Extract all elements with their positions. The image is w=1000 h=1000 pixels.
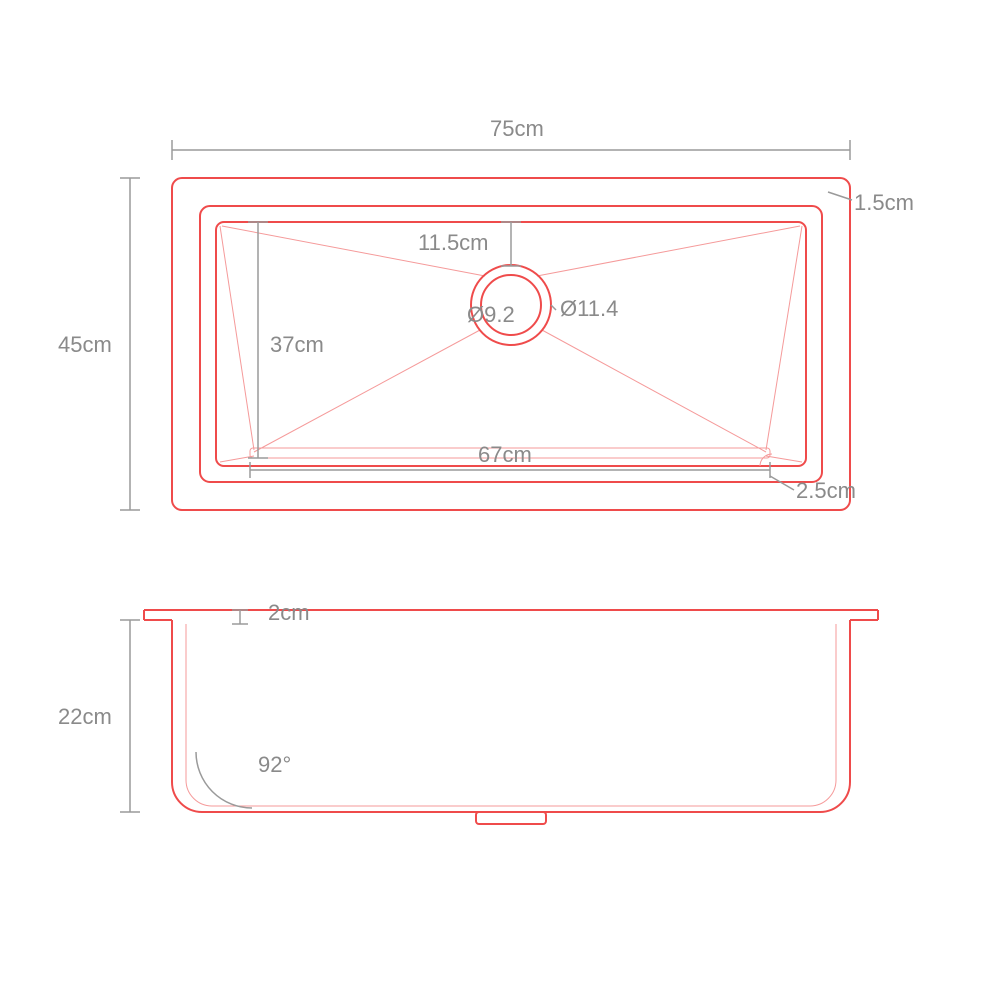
label-rim-thickness: 1.5cm (854, 190, 914, 215)
label-side-depth: 22cm (58, 704, 112, 729)
dim-lip: 2cm (232, 600, 310, 625)
label-lip: 2cm (268, 600, 310, 625)
side-body-inner (186, 624, 836, 806)
side-drain-notch (476, 812, 546, 824)
dim-angle: 92° (196, 752, 291, 808)
side-flange (144, 610, 878, 620)
label-drain-offset: 11.5cm (418, 230, 489, 255)
label-top-width: 75cm (490, 116, 544, 141)
dim-inner-height: 37cm (248, 222, 324, 458)
dim-drain-offset: 11.5cm (418, 222, 521, 266)
label-left-height: 45cm (58, 332, 112, 357)
label-diameter-inner: Ø9.2 (467, 302, 515, 327)
dim-inner-width: 67cm (250, 442, 770, 478)
dim-rim-thickness: 1.5cm (828, 190, 914, 215)
label-inner-height: 37cm (270, 332, 324, 357)
dim-side-depth: 22cm (58, 620, 140, 812)
sink-technical-drawing: 75cm 45cm 11.5cm Ø9.2 Ø11.4 (0, 0, 1000, 1000)
label-corner-radius: 2.5cm (796, 478, 856, 503)
dim-top-width: 75cm (172, 116, 850, 160)
dim-corner-radius: 2.5cm (760, 454, 856, 503)
label-angle: 92° (258, 752, 291, 777)
side-body (172, 620, 850, 812)
label-diameter-outer: Ø11.4 (560, 296, 618, 321)
dim-left-height: 45cm (58, 178, 140, 510)
label-inner-width: 67cm (478, 442, 532, 467)
